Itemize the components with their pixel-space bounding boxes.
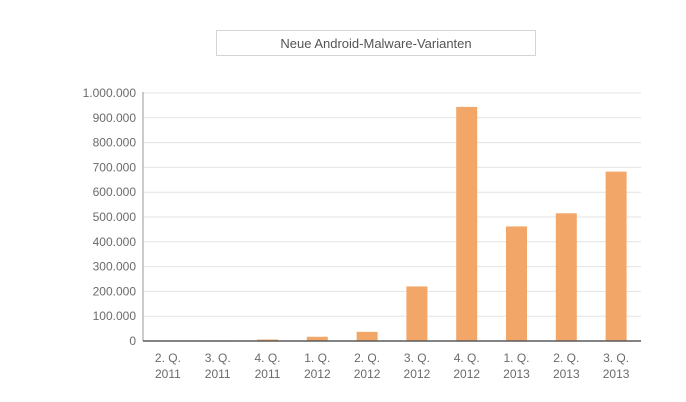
bar bbox=[456, 106, 478, 341]
y-tick-label: 800.000 bbox=[93, 136, 137, 150]
bar bbox=[406, 286, 428, 341]
x-tick-label: 2013 bbox=[503, 367, 530, 381]
bar bbox=[306, 336, 328, 341]
x-tick-label: 2012 bbox=[304, 367, 331, 381]
x-tick-label: 1. Q. bbox=[503, 351, 529, 365]
legend-label: Neue Android-Malware-Varianten bbox=[280, 35, 472, 51]
legend: Neue Android-Malware-Varianten bbox=[216, 30, 536, 56]
x-tick-label: 2011 bbox=[255, 367, 281, 381]
y-tick-label: 200.000 bbox=[93, 284, 137, 298]
bar bbox=[506, 226, 527, 341]
x-tick-label: 2. Q. bbox=[553, 351, 579, 365]
x-tick-label: 2011 bbox=[155, 367, 181, 381]
x-tick-label: 4. Q. bbox=[454, 351, 480, 365]
x-tick-label: 2012 bbox=[453, 367, 480, 381]
y-tick-label: 900.000 bbox=[93, 111, 137, 125]
y-tick-label: 300.000 bbox=[93, 260, 137, 274]
y-tick-label: 700.000 bbox=[93, 160, 137, 174]
x-tick-label: 3. Q. bbox=[404, 351, 430, 365]
x-tick-label: 2011 bbox=[205, 367, 231, 381]
x-tick-label: 2013 bbox=[553, 367, 580, 381]
bar bbox=[605, 171, 627, 341]
y-tick-label: 500.000 bbox=[93, 210, 137, 224]
x-tick-label: 2013 bbox=[603, 367, 630, 381]
y-tick-label: 0 bbox=[129, 334, 136, 348]
x-tick-label: 3. Q. bbox=[603, 351, 629, 365]
x-tick-label: 2012 bbox=[404, 367, 431, 381]
y-tick-label: 600.000 bbox=[93, 185, 137, 199]
x-tick-label: 1. Q. bbox=[304, 351, 330, 365]
x-tick-label: 4. Q. bbox=[254, 351, 280, 365]
bar bbox=[555, 213, 577, 341]
x-tick-label: 2012 bbox=[354, 367, 381, 381]
x-tick-label: 2. Q. bbox=[155, 351, 181, 365]
x-tick-label: 3. Q. bbox=[205, 351, 231, 365]
y-tick-label: 400.000 bbox=[93, 235, 137, 249]
bar bbox=[356, 331, 378, 341]
x-tick-label: 2. Q. bbox=[354, 351, 380, 365]
y-tick-label: 1.000.000 bbox=[83, 86, 137, 100]
y-tick-label: 100.000 bbox=[93, 309, 137, 323]
